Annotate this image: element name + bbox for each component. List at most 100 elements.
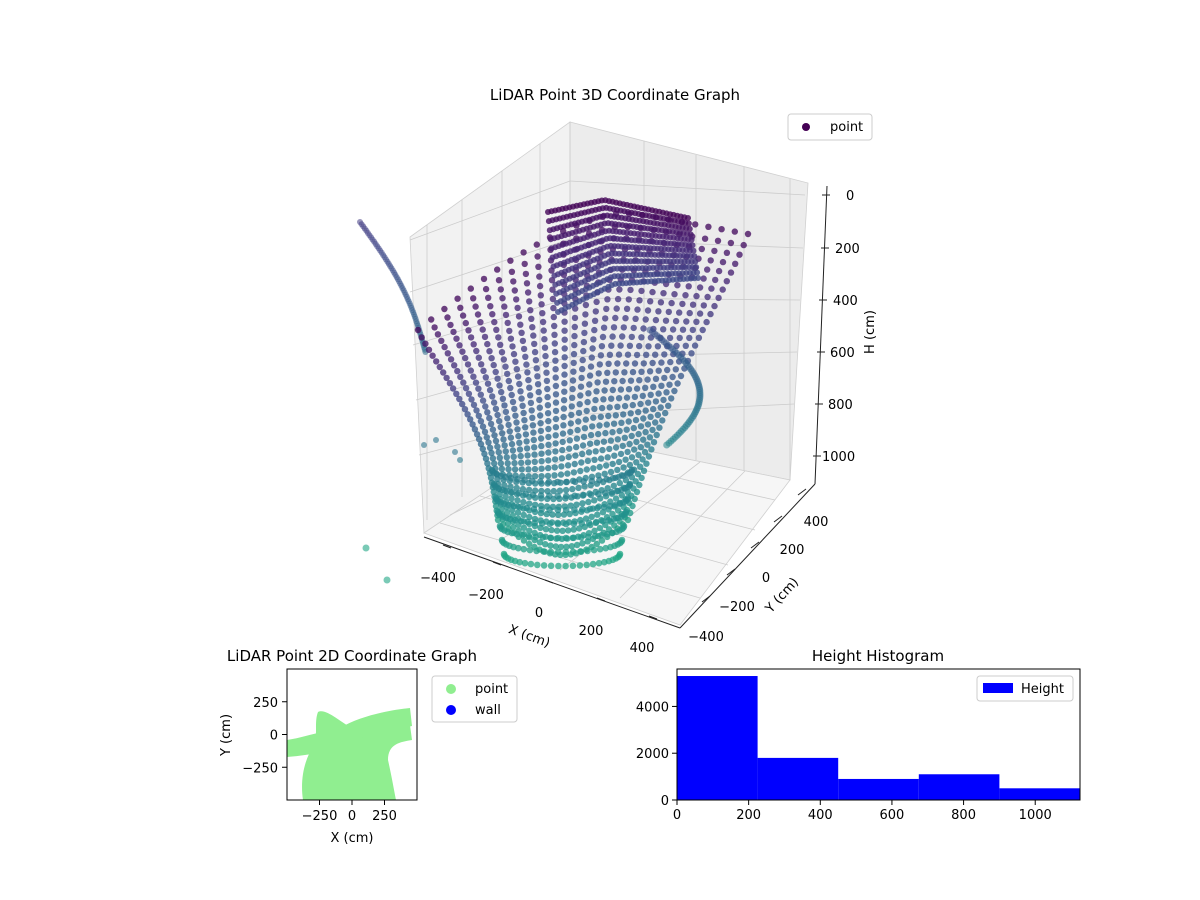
data-point [555, 511, 562, 518]
data-point [668, 299, 675, 307]
legend-label-point: point [830, 120, 863, 135]
y-tick-label: 4000 [636, 700, 669, 715]
data-point [511, 459, 518, 467]
data-point [646, 368, 654, 375]
data-point [509, 343, 516, 350]
data-point [494, 375, 501, 382]
data-point [441, 305, 448, 313]
data-point [520, 524, 528, 531]
data-point [623, 305, 631, 312]
data-point [588, 477, 596, 485]
data-point [504, 460, 511, 467]
data-point [496, 417, 503, 425]
data-point [569, 562, 577, 570]
data-point [669, 373, 676, 381]
data-point [561, 371, 568, 378]
data-point [457, 457, 463, 463]
data-point [693, 264, 700, 271]
data-point [708, 285, 715, 292]
data-point [707, 310, 714, 318]
data-point [531, 465, 539, 473]
data-point [549, 286, 556, 293]
data-point [510, 350, 518, 358]
data-point [672, 317, 680, 325]
data-point [615, 473, 622, 481]
data-point [715, 267, 723, 275]
data-point [562, 520, 570, 528]
data-point [597, 455, 605, 462]
data-point [671, 291, 678, 298]
data-point [638, 287, 645, 295]
data-point [497, 460, 505, 467]
data-point [531, 340, 538, 348]
data-point [503, 509, 511, 516]
data-point [577, 534, 585, 541]
data-point [564, 470, 571, 477]
data-point [609, 474, 617, 482]
data-point [449, 385, 457, 392]
data-point [487, 420, 495, 428]
data-point [513, 419, 520, 426]
z-tick-label: 400 [833, 294, 858, 309]
data-point [591, 405, 598, 413]
data-point [522, 424, 529, 431]
data-point [497, 424, 504, 431]
data-point [584, 398, 591, 406]
data-point [506, 327, 513, 335]
data-point [654, 343, 662, 350]
data-point [638, 334, 645, 341]
data-point [685, 283, 692, 290]
data-point [514, 475, 521, 483]
data-point [482, 455, 490, 462]
data-point [606, 404, 613, 411]
data-point [580, 433, 588, 441]
data-point [567, 420, 574, 427]
data-point [614, 295, 622, 303]
data-point [498, 349, 506, 356]
data-point [444, 314, 451, 321]
data-point [586, 440, 594, 447]
data-point [528, 477, 536, 485]
data-point [534, 253, 541, 260]
data-point [583, 466, 590, 473]
data-point [652, 351, 659, 358]
data-point [488, 449, 495, 457]
data-point [526, 540, 533, 548]
data-point [567, 428, 574, 436]
data-point [491, 460, 498, 467]
data-point [504, 319, 511, 327]
data-point [612, 495, 620, 502]
data-point [498, 388, 505, 396]
x-tick-label: 0 [673, 808, 681, 823]
data-point [674, 282, 681, 289]
data-point [527, 307, 534, 314]
data-point [602, 544, 609, 552]
data-point [494, 411, 501, 419]
data-point [544, 402, 552, 409]
data-point [362, 544, 370, 552]
data-point [526, 513, 533, 521]
data-point [558, 463, 565, 470]
data-point [545, 478, 553, 486]
data-point [438, 337, 445, 344]
data-point [662, 317, 670, 324]
data-point [561, 318, 568, 325]
data-point [492, 437, 500, 445]
data-point [652, 419, 659, 426]
data-point [591, 497, 598, 504]
data-point [494, 266, 501, 273]
data-point [534, 561, 541, 569]
z-tick-label: 600 [830, 346, 855, 361]
data-point [525, 473, 532, 480]
data-point [508, 495, 515, 502]
x-tick-label: 800 [951, 808, 976, 823]
data-point [574, 426, 581, 434]
data-point [690, 247, 697, 254]
data-point [626, 342, 634, 349]
data-point [582, 416, 589, 423]
histogram-bar [757, 757, 839, 800]
z-tick-label: 800 [828, 398, 853, 413]
data-point [614, 403, 621, 410]
data-point [521, 417, 528, 424]
data-point [524, 518, 531, 526]
